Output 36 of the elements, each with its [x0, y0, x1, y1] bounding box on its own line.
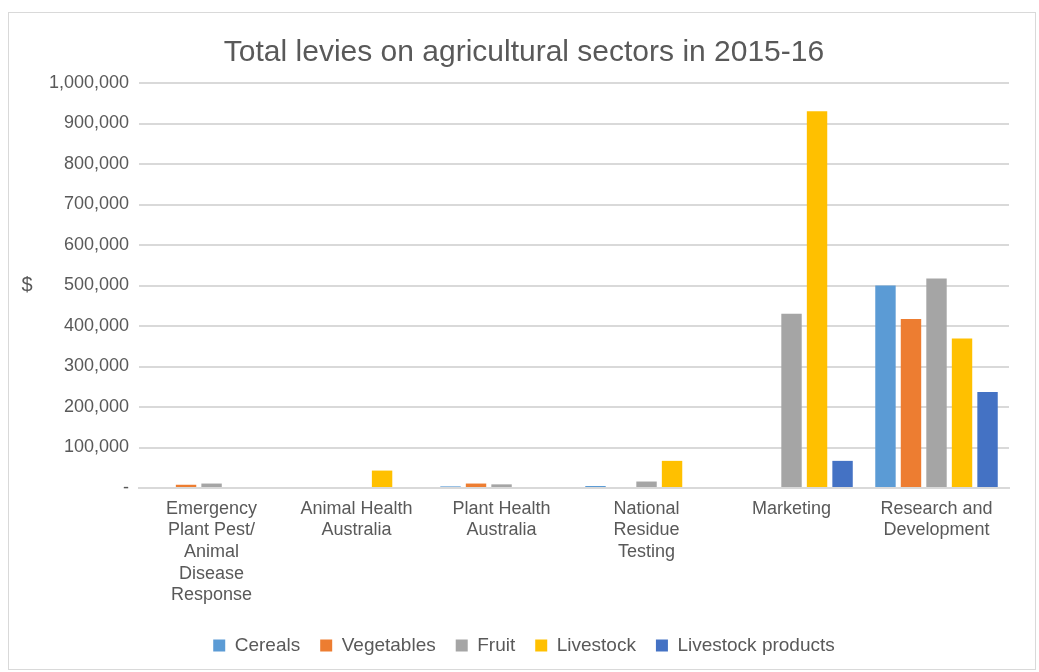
y-axis-title: $ [21, 273, 33, 296]
bar [781, 313, 802, 487]
bar [636, 481, 657, 487]
bar [806, 111, 828, 487]
y-tick-label: 400,000 [64, 314, 130, 335]
bar [832, 460, 853, 487]
legend-label: Vegetables [341, 633, 436, 655]
x-tick-label: Research and Development [880, 497, 993, 540]
bar [661, 460, 683, 487]
y-tick-label: 900,000 [64, 112, 130, 133]
y-tick-label: 200,000 [64, 395, 130, 416]
x-tick-label: Emergency Plant Pest/ Animal Disease Response [166, 497, 258, 605]
y-tick-label: 500,000 [64, 274, 130, 295]
bar [926, 278, 947, 487]
x-tick-label: Marketing [752, 497, 832, 518]
y-tick-label: 600,000 [64, 233, 130, 254]
y-tick-label: 800,000 [64, 152, 130, 173]
legend-label: Livestock products [677, 633, 835, 655]
bar [900, 319, 922, 487]
chart-title: Total levies on agricultural sectors in 2015-16 [223, 34, 825, 68]
x-tick-label: Animal Health Australia [300, 497, 413, 540]
x-tick-label: Plant Health Australia [452, 497, 551, 540]
bar [371, 470, 393, 487]
legend-label: Fruit [477, 633, 516, 655]
y-tick-label: 1,000,000 [49, 71, 130, 92]
legend-label: Cereals [234, 633, 301, 655]
bar [951, 338, 973, 487]
y-tick-label: 700,000 [64, 193, 130, 214]
y-tick-label: 100,000 [64, 436, 130, 457]
legend-label: Livestock [556, 633, 637, 655]
x-tick-label: National Residue Testing [613, 497, 680, 561]
bar [491, 484, 512, 487]
bar [977, 392, 998, 487]
y-tick-label: 300,000 [64, 355, 130, 376]
bar [875, 285, 896, 487]
y-tick-label: - [123, 476, 130, 497]
